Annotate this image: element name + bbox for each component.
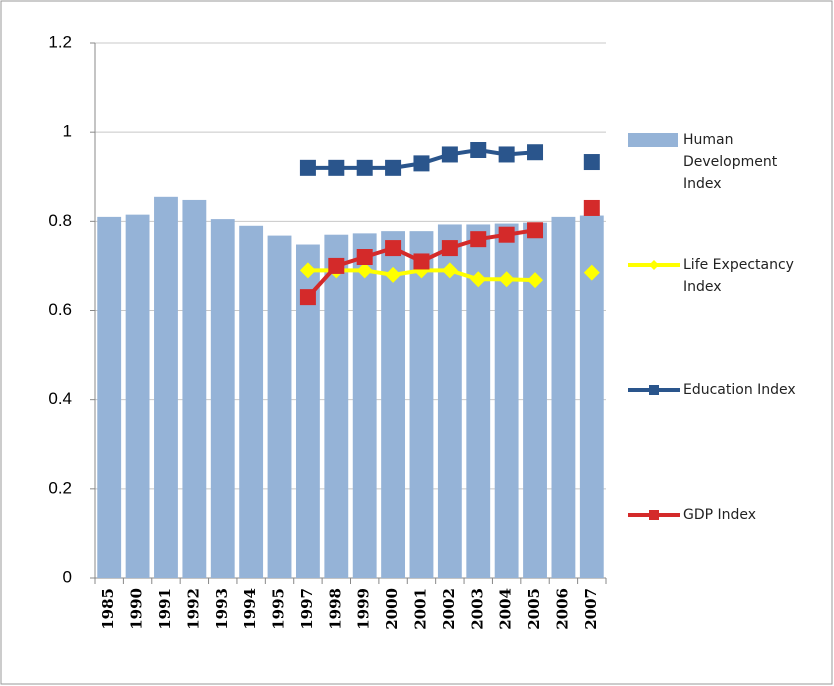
- x-tick-label: 1985: [99, 588, 117, 630]
- marker: [498, 271, 515, 288]
- x-tick-label: 1999: [355, 588, 373, 630]
- x-tick-label: 2001: [411, 588, 429, 630]
- marker: [385, 240, 402, 257]
- legend-marker: [649, 510, 659, 520]
- marker: [583, 264, 600, 281]
- marker: [356, 249, 373, 265]
- bar: [352, 233, 377, 578]
- legend-label: Education Index: [683, 382, 796, 398]
- bar: [437, 224, 462, 578]
- marker: [413, 155, 430, 172]
- legend-marker: [649, 385, 659, 395]
- y-tick-label: 1.2: [48, 32, 72, 51]
- x-tick-label: 2003: [468, 588, 486, 630]
- x-tick-label: 1995: [270, 588, 288, 630]
- legend-label: Human Development Index: [683, 132, 778, 192]
- bar: [551, 216, 576, 578]
- bar: [295, 244, 320, 578]
- x-tick-label: 1994: [241, 588, 259, 630]
- marker: [498, 226, 515, 243]
- bar: [409, 231, 434, 578]
- x-tick-label: 2000: [383, 588, 401, 630]
- bar: [239, 225, 264, 578]
- x-tick-label: 2002: [440, 588, 458, 630]
- bar: [210, 219, 235, 578]
- x-tick-label: 1991: [156, 588, 174, 630]
- marker: [441, 262, 458, 279]
- bar: [125, 214, 150, 579]
- marker: [328, 257, 345, 274]
- x-tick-label: 1997: [298, 588, 316, 630]
- x-tick-label: 2007: [582, 588, 600, 630]
- marker: [583, 154, 600, 171]
- marker: [356, 262, 373, 279]
- marker: [328, 159, 345, 176]
- x-tick-label: 1992: [184, 588, 202, 630]
- legend-label: Life Expectancy Index: [683, 257, 794, 295]
- legend-marker: [649, 260, 659, 270]
- marker: [498, 146, 515, 163]
- marker: [470, 271, 487, 288]
- marker: [527, 222, 544, 239]
- marker: [470, 231, 487, 248]
- x-tick-label: 2006: [553, 588, 571, 630]
- marker: [527, 144, 544, 161]
- marker: [441, 240, 458, 257]
- marker: [299, 289, 316, 306]
- bar: [579, 215, 604, 578]
- marker: [413, 253, 430, 270]
- marker: [299, 159, 316, 176]
- bar: [494, 223, 519, 578]
- marker: [385, 159, 402, 176]
- y-tick-label: 0.6: [48, 300, 72, 319]
- marker: [356, 159, 373, 176]
- y-tick-label: 1: [63, 122, 72, 141]
- marker: [527, 272, 544, 289]
- bar: [523, 222, 547, 578]
- y-tick-label: 0.8: [48, 211, 72, 230]
- marker: [385, 266, 402, 283]
- bar: [466, 224, 491, 578]
- x-tick-label: 2004: [497, 588, 515, 630]
- y-tick-label: 0.4: [48, 389, 72, 408]
- bar: [97, 216, 122, 578]
- y-tick-label: 0.2: [48, 478, 72, 497]
- legend-label: GDP Index: [683, 507, 757, 523]
- y-tick-label: 0: [63, 567, 72, 586]
- marker: [441, 146, 458, 163]
- bar: [154, 196, 178, 578]
- bar: [182, 199, 207, 578]
- marker: [299, 262, 316, 279]
- bar: [381, 231, 406, 578]
- legend-swatch: [628, 133, 678, 147]
- bar: [267, 235, 292, 578]
- x-tick-label: 1998: [326, 588, 344, 630]
- marker: [470, 142, 487, 158]
- x-tick-label: 2005: [525, 588, 543, 630]
- x-tick-label: 1993: [213, 588, 231, 630]
- marker: [583, 199, 600, 216]
- bar: [324, 234, 349, 579]
- x-tick-label: 1990: [128, 588, 146, 630]
